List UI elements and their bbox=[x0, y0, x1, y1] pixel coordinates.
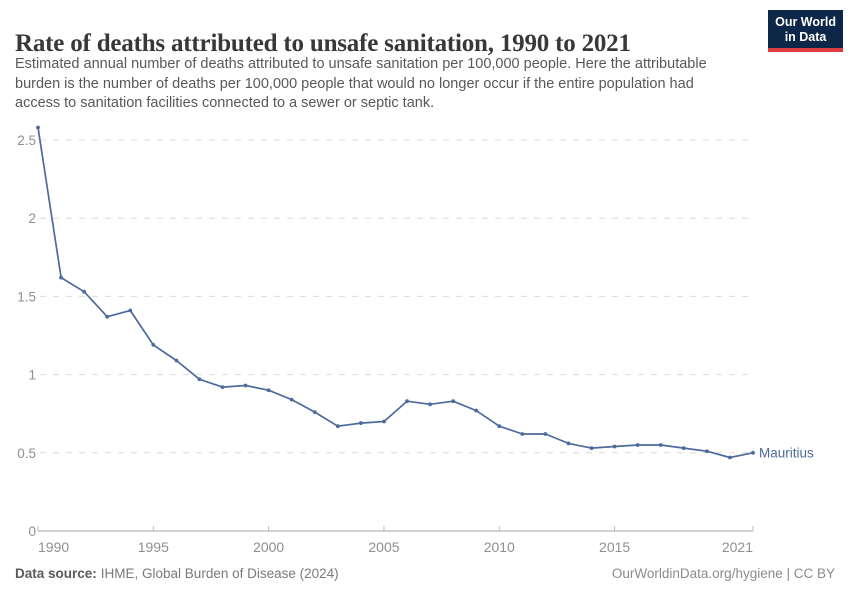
y-axis-tick-label: 1 bbox=[28, 368, 36, 383]
data-point[interactable] bbox=[335, 424, 340, 429]
data-point[interactable] bbox=[566, 441, 571, 446]
data-point[interactable] bbox=[704, 449, 709, 454]
y-axis-tick-label: 0 bbox=[28, 524, 36, 539]
data-point[interactable] bbox=[751, 450, 755, 455]
x-axis-tick-label: 1990 bbox=[38, 539, 69, 555]
data-point[interactable] bbox=[405, 399, 409, 404]
data-point[interactable] bbox=[266, 388, 271, 393]
data-point[interactable] bbox=[612, 444, 617, 449]
data-point[interactable] bbox=[174, 358, 179, 363]
subtitle-line-1: Estimated annual number of deaths attrib… bbox=[15, 56, 707, 72]
data-source-value: IHME, Global Burden of Disease (2024) bbox=[100, 566, 339, 581]
data-point[interactable] bbox=[428, 402, 432, 407]
x-axis-tick-label: 2005 bbox=[368, 539, 399, 555]
data-point[interactable] bbox=[312, 410, 317, 415]
attribution-link[interactable]: OurWorldinData.org/hygiene | CC BY bbox=[611, 566, 835, 581]
data-point[interactable] bbox=[543, 432, 548, 436]
data-point[interactable] bbox=[243, 383, 248, 388]
data-point[interactable] bbox=[635, 443, 640, 447]
data-point[interactable] bbox=[36, 125, 40, 130]
data-source-label: Data source: bbox=[15, 566, 97, 581]
subtitle-line-3: access to sanitation facilities connecte… bbox=[15, 95, 435, 111]
data-point[interactable] bbox=[658, 443, 663, 447]
data-point[interactable] bbox=[474, 408, 479, 413]
owid-logo[interactable]: Our World in Data bbox=[768, 10, 843, 52]
series-label-mauritius[interactable]: Mauritius bbox=[759, 445, 814, 460]
data-point[interactable] bbox=[359, 421, 363, 425]
owid-logo-line1: Our World bbox=[775, 15, 836, 29]
owid-logo-line2: in Data bbox=[784, 29, 827, 44]
data-point[interactable] bbox=[128, 308, 133, 313]
y-axis-tick-label: 2 bbox=[28, 211, 36, 226]
data-line-mauritius[interactable] bbox=[37, 126, 754, 459]
data-point[interactable] bbox=[589, 446, 594, 451]
chart-subtitle: Estimated annual number of deaths attrib… bbox=[15, 55, 760, 114]
data-point[interactable] bbox=[197, 377, 202, 382]
x-axis-tick-label: 2000 bbox=[253, 539, 284, 555]
data-point[interactable] bbox=[289, 397, 294, 402]
chart-footer: Data source: IHME, Global Burden of Disea… bbox=[15, 566, 835, 581]
chart-svg: 0 0.5 1 1.5 2 2.5 1990 1995 2000 2005 2010 2015 2021… bbox=[17, 125, 814, 555]
data-point[interactable] bbox=[497, 424, 502, 429]
data-point[interactable] bbox=[82, 289, 87, 294]
x-axis-tick-label: 2010 bbox=[484, 539, 515, 555]
page-title: Rate of deaths attributed to unsafe sani… bbox=[15, 29, 631, 57]
x-axis-tick-label: 1995 bbox=[138, 539, 169, 555]
data-point[interactable] bbox=[520, 432, 525, 436]
data-point[interactable] bbox=[451, 399, 456, 404]
data-point[interactable] bbox=[382, 419, 386, 424]
data-point[interactable] bbox=[151, 342, 156, 347]
data-point[interactable] bbox=[220, 385, 225, 390]
y-axis-tick-label: 2.5 bbox=[17, 133, 36, 148]
x-axis-tick-label: 2021 bbox=[722, 539, 753, 555]
y-axis-tick-label: 1.5 bbox=[17, 289, 36, 304]
y-axis-tick-label: 0.5 bbox=[17, 446, 36, 461]
data-point[interactable] bbox=[59, 275, 63, 280]
x-axis-tick-label: 2015 bbox=[599, 539, 630, 555]
data-point[interactable] bbox=[728, 455, 732, 460]
data-point[interactable] bbox=[681, 446, 686, 451]
data-source: Data source: IHME, Global Burden of Disea… bbox=[15, 566, 339, 581]
subtitle-line-2: burden is the number of deaths per 100,0… bbox=[15, 75, 694, 92]
data-point[interactable] bbox=[105, 314, 110, 319]
